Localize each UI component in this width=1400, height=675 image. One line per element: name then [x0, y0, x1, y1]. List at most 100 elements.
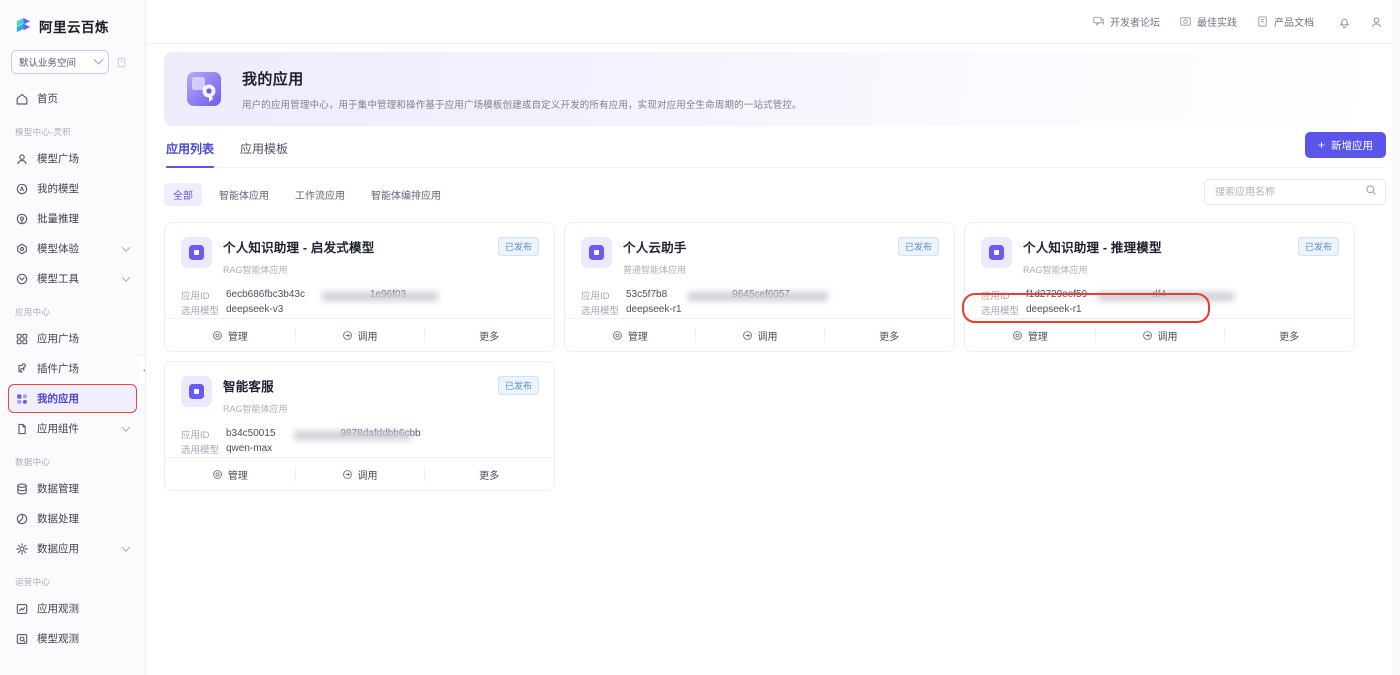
brand[interactable]: 阿里云百炼	[0, 0, 145, 36]
invoke-arrow-icon	[342, 330, 353, 341]
app-id-prefix: f1d2729eef59	[1026, 289, 1088, 300]
card-subtitle: 普通智能体应用	[623, 265, 687, 275]
gear-icon	[612, 330, 623, 341]
app-id-row: 应用ID b34c50015xxxxxxxxxxxxx9878dafddbb6cb…	[181, 426, 538, 441]
filter-chip-2[interactable]: 工作流应用	[295, 190, 345, 202]
model-tools-icon	[15, 272, 29, 286]
card-meta: 应用ID53c5f7b8xxxxxxxxxxxxx9645cef6057选用模型…	[581, 287, 938, 317]
sidebar-item-my-apps[interactable]: 我的应用	[8, 384, 137, 413]
card-subtitle: RAG智能体应用	[1023, 265, 1088, 275]
invoke-label: 调用	[1157, 331, 1178, 343]
bell-icon[interactable]	[1337, 15, 1350, 29]
workspace-select[interactable]: 默认业务空间	[11, 50, 109, 74]
sidebar-item-home[interactable]: 首页	[8, 84, 137, 113]
status-badge: 已发布	[497, 376, 539, 395]
search-icon[interactable]	[1365, 183, 1377, 201]
sidebar-item-app-monitor[interactable]: 应用观测	[8, 594, 137, 623]
manage-label: 管理	[627, 331, 648, 343]
sidebar-collapse-button[interactable]	[139, 355, 145, 385]
top-link-best-practice[interactable]: 最佳实践	[1179, 14, 1237, 29]
sidebar-item-data-process[interactable]: 数据处理	[8, 504, 137, 533]
invoke-button[interactable]: 调用	[294, 458, 425, 490]
card-meta: 应用ID6ecb686fbc3b43cxxxxxxxxxxxxx1e96f03选…	[181, 287, 538, 317]
workspace-label: 默认业务空间	[19, 58, 77, 69]
sidebar-item-model-square[interactable]: 模型广场	[8, 144, 137, 173]
sidebar-item-model-tools[interactable]: 模型工具	[8, 264, 137, 293]
bailian-logo-icon	[14, 17, 33, 35]
gear-icon	[212, 330, 223, 341]
sidebar-item-my-model[interactable]: 我的模型	[8, 174, 137, 203]
plus-icon: +	[1317, 138, 1325, 152]
search-box[interactable]	[1204, 179, 1386, 205]
docs-icon	[1256, 15, 1269, 28]
manage-label: 管理	[227, 331, 248, 343]
brand-name: 阿里云百炼	[39, 20, 109, 35]
add-app-button[interactable]: + 新增应用	[1304, 132, 1386, 158]
topbar: 开发者论坛 最佳实践 产品文档	[146, 0, 1400, 44]
page-banner: 我的应用 用户的应用管理中心，用于集中管理和操作基于应用广场模板创建或自定义开发…	[164, 52, 1386, 126]
model-value: qwen-max	[226, 443, 273, 454]
app-card[interactable]: 个人知识助理 - 启发式模型 RAG智能体应用 已发布 应用ID 6ecb686fbc3…	[164, 222, 555, 352]
filter-chip-1[interactable]: 智能体应用	[219, 190, 269, 202]
tab-app-template[interactable]: 应用模板	[240, 142, 289, 156]
invoke-button[interactable]: 调用	[694, 319, 825, 351]
invoke-arrow-icon	[342, 469, 353, 480]
sidebar-item-model-monitor[interactable]: 模型观测	[8, 624, 137, 653]
card-header: 个人云助手 普通智能体应用	[581, 237, 938, 276]
sidebar-item-app-component[interactable]: 应用组件	[8, 414, 137, 443]
sidebar-item-plugin-square[interactable]: 插件广场	[8, 354, 137, 383]
app-avatar-icon	[181, 237, 212, 268]
app-id-prefix: 53c5f7b8	[626, 289, 668, 300]
search-input[interactable]	[1215, 186, 1355, 198]
app-card[interactable]: 个人云助手普通智能体应用已发布应用ID53c5f7b8xxxxxxxxxxxxx…	[564, 222, 955, 352]
app-card[interactable]: 个人知识助理 - 推理模型 RAG智能体应用 已发布 应用ID f1d2729eef59…	[962, 222, 1355, 352]
model-label: 选用模型	[181, 305, 220, 317]
sidebar-item-data-app[interactable]: 数据应用	[8, 534, 137, 563]
model-row: 选用模型 deepseek-v3	[181, 302, 538, 317]
sidebar-item-database[interactable]: 数据管理	[8, 474, 137, 503]
filter-chip-0[interactable]: 全部	[164, 182, 202, 206]
sidebar-item-label: 数据管理	[37, 483, 79, 495]
manage-button[interactable]: 管理	[165, 319, 295, 351]
tab-bar: 应用列表 应用模板	[164, 140, 1386, 169]
copy-icon[interactable]	[115, 56, 128, 69]
filter-chip-3[interactable]: 智能体编排应用	[371, 190, 441, 202]
app-id-row: 应用ID f1d2729eef59xxxxxxxxxxxxxdf4	[981, 287, 1338, 302]
more-button[interactable]: 更多	[424, 319, 554, 351]
invoke-button[interactable]: 调用	[1094, 319, 1225, 351]
content-panel: 应用列表 应用模板 + 新增应用 全部 智能体应用 工作流应用 智能体编排应用	[164, 132, 1386, 206]
top-link-label: 开发者论坛	[1110, 18, 1160, 29]
model-value: deepseek-r1	[626, 304, 682, 315]
top-link-docs[interactable]: 产品文档	[1256, 14, 1314, 29]
user-avatar-icon[interactable]	[1369, 15, 1382, 28]
more-button[interactable]: 更多	[824, 319, 954, 351]
sidebar-item-label: 我的模型	[37, 183, 79, 195]
manage-button[interactable]: 管理	[965, 319, 1095, 351]
more-button[interactable]: 更多	[1224, 319, 1354, 351]
card-actions: 管理 调用 更多	[165, 457, 554, 490]
more-button[interactable]: 更多	[424, 458, 554, 490]
more-label: 更多	[479, 470, 500, 482]
status-badge: 已发布	[897, 237, 939, 256]
sidebar-item-label: 模型体验	[37, 243, 79, 255]
manage-label: 管理	[1027, 331, 1048, 343]
app-id-prefix: b34c50015	[226, 428, 276, 439]
manage-button[interactable]: 管理	[565, 319, 695, 351]
invoke-button[interactable]: 调用	[294, 319, 425, 351]
card-header: 个人知识助理 - 推理模型 RAG智能体应用	[981, 237, 1338, 276]
manage-button[interactable]: 管理	[165, 458, 295, 490]
tab-app-list[interactable]: 应用列表	[166, 140, 215, 169]
model-monitor-icon	[15, 632, 29, 646]
app-id-redaction	[688, 292, 828, 301]
sidebar-item-model-experience[interactable]: 模型体验	[8, 234, 137, 263]
more-label: 更多	[879, 331, 900, 343]
model-row: 选用模型 deepseek-r1	[581, 302, 938, 317]
top-link-forum[interactable]: 开发者论坛	[1092, 14, 1160, 29]
sidebar-item-app-square[interactable]: 应用广场	[8, 324, 137, 353]
card-subtitle: RAG智能体应用	[223, 404, 288, 414]
app-id-label: 应用ID	[181, 429, 210, 441]
sidebar-item-batch-inference[interactable]: 批量推理	[8, 204, 137, 233]
filter-bar: 全部 智能体应用 工作流应用 智能体编排应用	[164, 179, 1386, 206]
